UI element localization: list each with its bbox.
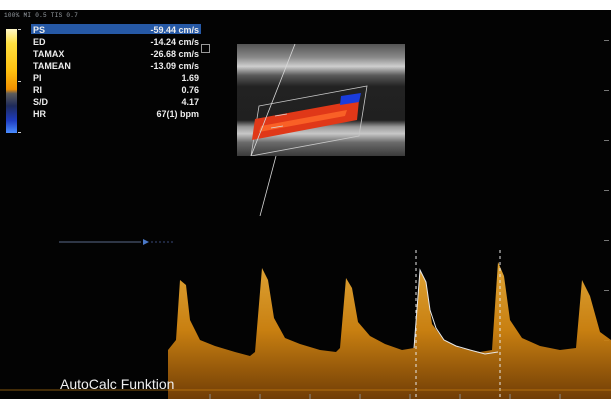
measurement-value: -13.09 cm/s: [150, 61, 199, 71]
caption-label: AutoCalc Funktion: [60, 376, 175, 392]
ultrasound-screen: 100% MI 0.5 TIS 0.7 PS -59.44 cm/s ED -1…: [0, 10, 611, 399]
measurement-value: -26.68 cm/s: [150, 49, 199, 59]
color-scale-bar: [6, 29, 17, 133]
measurement-label: TAMEAN: [33, 61, 71, 71]
measurement-row-tamean[interactable]: TAMEAN -13.09 cm/s: [33, 60, 199, 72]
color-doppler-box: [250, 44, 368, 156]
probe-orientation-marker: [201, 44, 210, 53]
measurement-value: -14.24 cm/s: [150, 37, 199, 47]
measurement-row-tamax[interactable]: TAMAX -26.68 cm/s: [33, 48, 199, 60]
measurement-label: TAMAX: [33, 49, 65, 59]
measurement-label: RI: [33, 85, 42, 95]
measurement-row-ri[interactable]: RI 0.76: [33, 84, 199, 96]
measurement-panel: PS -59.44 cm/s ED -14.24 cm/s TAMAX -26.…: [31, 24, 201, 154]
color-scale-tick: [18, 29, 21, 30]
measurement-row-ps[interactable]: PS -59.44 cm/s: [33, 24, 199, 36]
cursor-line-extension: [259, 156, 277, 216]
measurement-value: -59.44 cm/s: [150, 25, 199, 35]
measurement-row-ed[interactable]: ED -14.24 cm/s: [33, 36, 199, 48]
time-axis-ticks: [209, 394, 561, 399]
measurement-row-sd[interactable]: S/D 4.17: [33, 96, 199, 108]
sample-gate-bottom: [270, 125, 284, 129]
measurement-label: PS: [33, 25, 46, 35]
autocalc-trace: [413, 268, 499, 355]
measurement-value: 0.76: [181, 85, 199, 95]
measurement-row-pi[interactable]: PI 1.69: [33, 72, 199, 84]
status-line: 100% MI 0.5 TIS 0.7: [4, 12, 79, 19]
measurement-label: S/D: [33, 97, 49, 107]
measurement-row-hr[interactable]: HR 67(1) bpm: [33, 108, 199, 120]
velocity-baseline-marker[interactable]: [59, 237, 177, 247]
measurement-label: HR: [33, 109, 46, 119]
color-scale-tick: [18, 81, 21, 82]
measurement-label: ED: [33, 37, 46, 47]
measurement-value: 1.69: [181, 73, 199, 83]
doppler-spectrum-fill: [168, 262, 611, 399]
measurement-label: PI: [33, 73, 42, 83]
measurement-value: 4.17: [181, 97, 199, 107]
measurement-value: 67(1) bpm: [156, 109, 199, 119]
color-scale-tick: [18, 132, 21, 133]
spectral-doppler-waveform: [0, 250, 611, 399]
sample-gate-top: [274, 113, 288, 117]
sample-volume-cursor[interactable]: [250, 44, 296, 156]
color-flow-blue: [340, 93, 361, 105]
measurement-highlight: [31, 24, 201, 34]
